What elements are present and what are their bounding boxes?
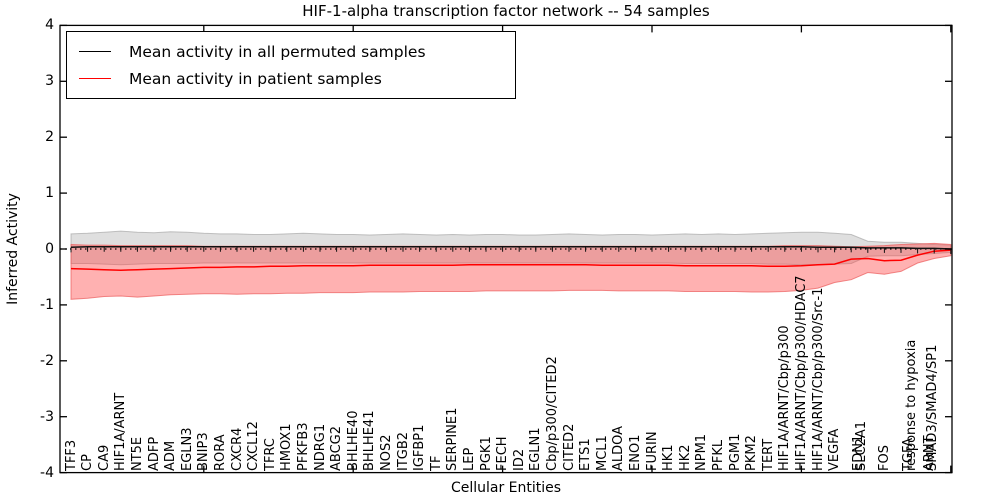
x-tick-label: HIF1A/ARNT/Cbp/p300/HDAC7 <box>793 275 809 471</box>
x-tick-label: NT5E <box>129 436 145 471</box>
x-tick-label: NOS2 <box>378 434 394 471</box>
x-tick-label: SERPINE1 <box>445 407 461 471</box>
x-tick-label: TF <box>428 455 444 471</box>
x-tick-label: response to hypoxia <box>903 339 919 471</box>
x-tick-label: BHLHE40 <box>345 410 361 471</box>
x-tick-label: PKM2 <box>744 434 760 471</box>
y-tick-label: 2 <box>45 129 54 146</box>
x-tick-label: CXCL12 <box>246 420 262 471</box>
x-tick-label: PGM1 <box>727 433 743 471</box>
legend-label-patient: Mean activity in patient samples <box>129 69 382 88</box>
x-tick-label: RORA <box>212 433 228 471</box>
x-tick-label: NPM1 <box>694 433 710 471</box>
x-tick-label: BNIP3 <box>196 432 212 471</box>
x-tick-label: EGLN3 <box>179 427 195 471</box>
x-tick-label: HIF1A/ARNT/Cbp/p300/Src-1 <box>810 287 826 471</box>
x-tick-label: PFKFB3 <box>295 422 311 471</box>
permuted-line-swatch <box>79 51 111 52</box>
x-tick-label: HK1 <box>661 444 677 471</box>
y-tick-label: 0 <box>45 241 54 257</box>
x-tick-label: ALDOA <box>611 425 627 471</box>
x-tick-label: HIF1A/ARNT <box>113 392 129 471</box>
x-tick-label: TERT <box>760 438 776 471</box>
x-tick-label: HIF1A/ARNT/Cbp/p300 <box>777 324 793 471</box>
x-tick-label: TFF3 <box>63 439 79 471</box>
permuted-mean-line <box>70 246 951 250</box>
x-tick-label: ETS1 <box>578 437 594 471</box>
entity-tick-markers <box>70 246 952 254</box>
legend-item-patient: Mean activity in patient samples <box>79 65 515 92</box>
x-tick-label: TFRC <box>262 437 278 471</box>
chart-title: HIF-1-alpha transcription factor network… <box>302 2 710 20</box>
x-tick-label: VEGFA <box>827 428 843 471</box>
x-tick-label: ADFP <box>146 436 162 471</box>
x-ticks <box>203 25 952 473</box>
x-tick-label: EGLN1 <box>528 427 544 471</box>
x-tick-label: ITGB2 <box>395 431 411 471</box>
x-tick-label: FECH <box>495 436 511 471</box>
y-tick-label: -4 <box>40 464 54 481</box>
y-tick-label: -1 <box>40 296 54 313</box>
patient-mean-line <box>70 249 951 271</box>
legend-item-permuted: Mean activity in all permuted samples <box>79 38 515 65</box>
x-tick-label: BHLHE41 <box>362 410 378 471</box>
x-tick-label: FOS <box>876 444 892 471</box>
x-tick-label: PFKL <box>710 439 726 471</box>
x-tick-label: ABCG2 <box>329 425 345 471</box>
patient-line-swatch <box>79 78 111 79</box>
x-tick-label: MCL1 <box>594 434 610 471</box>
legend: Mean activity in all permuted samples Me… <box>66 31 516 99</box>
x-tick-label: ID2 <box>511 448 527 471</box>
x-tick-label: CITED2 <box>561 423 577 471</box>
x-tick-label: IGFBP1 <box>412 424 428 471</box>
y-tick-label: -2 <box>40 352 54 369</box>
x-axis-label: Cellular Entities <box>450 480 562 496</box>
x-tick-label: ENO1 <box>627 434 643 471</box>
x-tick-label: SMAD3/SMAD4/SP1 <box>924 344 940 471</box>
x-tick-label: HK2 <box>677 444 693 471</box>
x-tick-label: HMOX1 <box>279 423 295 471</box>
x-tick-label: NDRG1 <box>312 423 328 471</box>
x-tick-label: ADM <box>163 440 179 471</box>
x-tick-label: LEP <box>461 447 477 471</box>
y-tick-label: -3 <box>40 408 54 425</box>
y-tick-label: 4 <box>45 17 54 34</box>
x-tick-label: CP <box>80 453 96 471</box>
x-tick-label: CA9 <box>96 444 112 471</box>
x-tick-label: FURIN <box>644 431 660 471</box>
x-tick-label: PGK1 <box>478 435 494 471</box>
y-tick-label: 1 <box>45 185 54 202</box>
x-tick-label: Cbp/p300/CITED2 <box>544 355 560 471</box>
legend-label-permuted: Mean activity in all permuted samples <box>129 42 426 61</box>
x-tick-label: CXCR4 <box>229 427 245 471</box>
y-tick-label: 3 <box>45 73 54 90</box>
x-tick-label: SLC2A1 <box>853 420 869 471</box>
